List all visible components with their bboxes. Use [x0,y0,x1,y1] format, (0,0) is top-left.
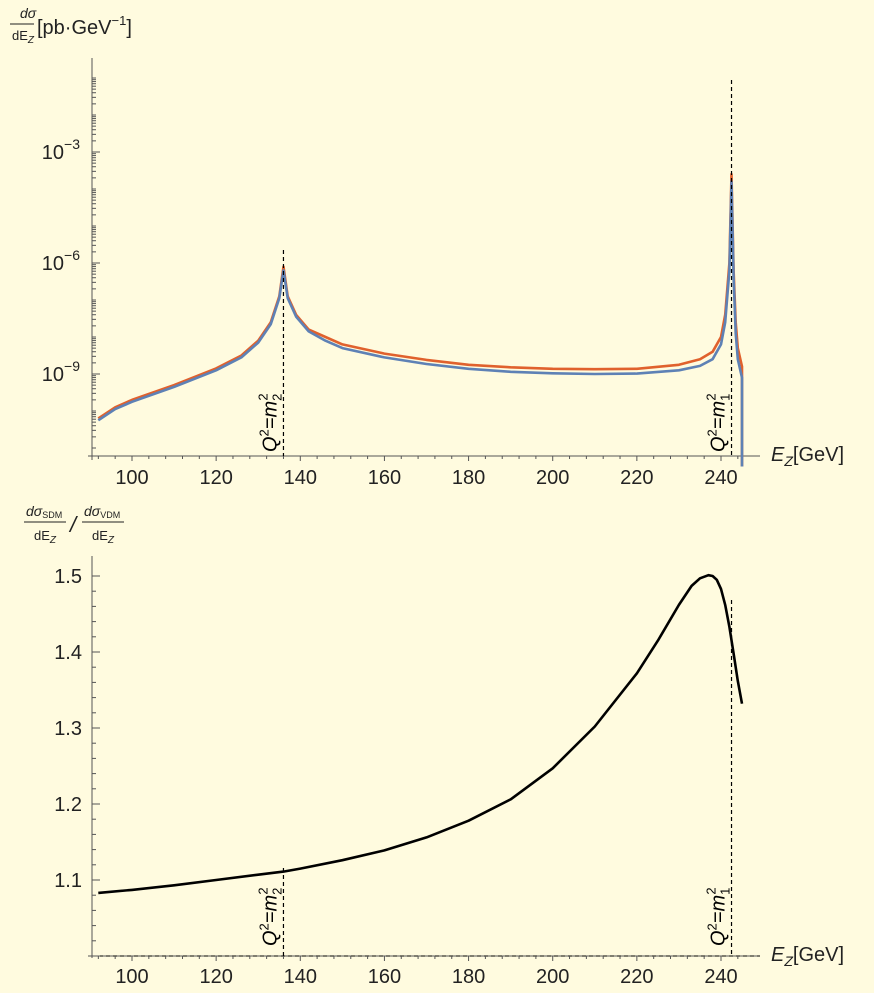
ratio-num1-sub: SDM [42,510,62,520]
y-tick-label: 1.1 [54,870,82,892]
marker-sup: 2 [705,429,720,436]
ylabel-unit: [pb·GeV [37,17,112,39]
x-tick-label: 120 [199,966,232,988]
marker-sub: 1 [718,394,733,401]
ratio-denominator-1: dEZ [34,528,57,546]
bottom-panel: 1.1 1.2 1.3 1.4 1.5 100 120 140 160 180 200 220 240 Q… [24,503,844,988]
xlabel: EZ[GeV] [771,444,844,469]
marker-sup2: 2 [255,393,270,400]
x-tick-label: 100 [115,467,148,489]
ratio-num2-sub: VDM [100,510,120,520]
x-tick-label: 100 [115,966,148,988]
x-tick-label: 220 [620,467,653,489]
ylabel-frac-bottom: dE [12,28,28,43]
x-tick-label: 120 [199,467,232,489]
ratio-den2-sub: Z [107,535,115,546]
y-tick-base: 10 [42,364,64,386]
series-line-0 [97,172,744,467]
y-tick-label: 1.2 [54,794,82,816]
marker-sup: 2 [705,923,720,930]
x-tick-label: 240 [704,966,737,988]
ylabel-unit-close: ] [126,17,132,39]
marker-label-1: Q2=m12 [704,887,733,946]
ratio-numerator-1: dσSDM [26,503,62,520]
marker-label-0: Q2=m22 [255,393,284,452]
ylabel-unit-sup: −1 [111,13,126,28]
ylabel-denominator: dEZ [12,28,35,46]
x-tick-label: 240 [704,467,737,489]
marker-eq: =m [259,895,281,923]
y-tick-base: 10 [42,142,64,164]
x-tick-label: 200 [536,966,569,988]
marker-sup: 2 [256,429,271,436]
y-tick-label: 10−6 [42,247,80,275]
ylabel-frac-sub: Z [27,35,35,46]
ylabel-frac-top: dσ [20,5,37,21]
y-tick-label: 1.3 [54,718,82,740]
marker-q: Q [259,436,281,452]
marker-sup2: 2 [704,887,719,894]
y-tick-exp: −3 [64,136,80,152]
marker-sub: 1 [718,888,733,895]
ratio-num2: dσ [84,503,101,519]
marker-eq: =m [708,401,730,429]
xlabel: EZ[GeV] [771,944,844,969]
marker-sup2: 2 [704,393,719,400]
x-tick-label: 180 [452,966,485,988]
x-tick-label: 140 [284,966,317,988]
ratio-denominator-2: dEZ [92,528,115,546]
y-tick-label: 10−3 [42,136,80,164]
x-tick-label: 160 [368,467,401,489]
y-tick-label: 10−9 [42,358,80,386]
y-tick-base: 10 [42,253,64,275]
y-tick-exp: −6 [64,247,80,263]
xlabel-unit: [GeV] [793,944,844,966]
marker-sub: 2 [269,888,284,895]
ratio-num1: dσ [26,503,43,519]
y-tick-label: 1.5 [54,566,82,588]
x-tick-label: 140 [284,467,317,489]
marker-label-0: Q2=m22 [255,887,284,946]
xlabel-sub: Z [783,953,793,969]
xlabel-unit: [GeV] [793,444,844,466]
series-line-1 [97,180,744,467]
ratio-slash: / [68,512,78,537]
y-tick-label: 1.4 [54,642,82,664]
x-tick-label: 220 [620,966,653,988]
x-tick-label: 180 [452,467,485,489]
marker-eq: =m [259,401,281,429]
xlabel-main: E [771,944,785,966]
marker-sup: 2 [256,923,271,930]
ratio-den1-sub: Z [49,535,57,546]
y-tick-exp: −9 [64,358,80,374]
marker-q: Q [708,930,730,946]
ratio-line-0 [98,573,744,895]
ratio-numerator-2: dσVDM [84,503,120,520]
ratio-den2: dE [92,528,108,543]
marker-label-1: Q2=m12 [704,393,733,452]
marker-q: Q [708,436,730,452]
x-tick-label: 200 [536,467,569,489]
marker-q: Q [259,930,281,946]
marker-eq: =m [708,895,730,923]
ratio-den1: dE [34,528,50,543]
xlabel-sub: Z [783,453,793,469]
marker-sub: 2 [269,394,284,401]
ylabel: [pb·GeV−1] [37,13,132,39]
marker-sup2: 2 [255,887,270,894]
x-tick-label: 160 [368,966,401,988]
xlabel-main: E [771,444,785,466]
